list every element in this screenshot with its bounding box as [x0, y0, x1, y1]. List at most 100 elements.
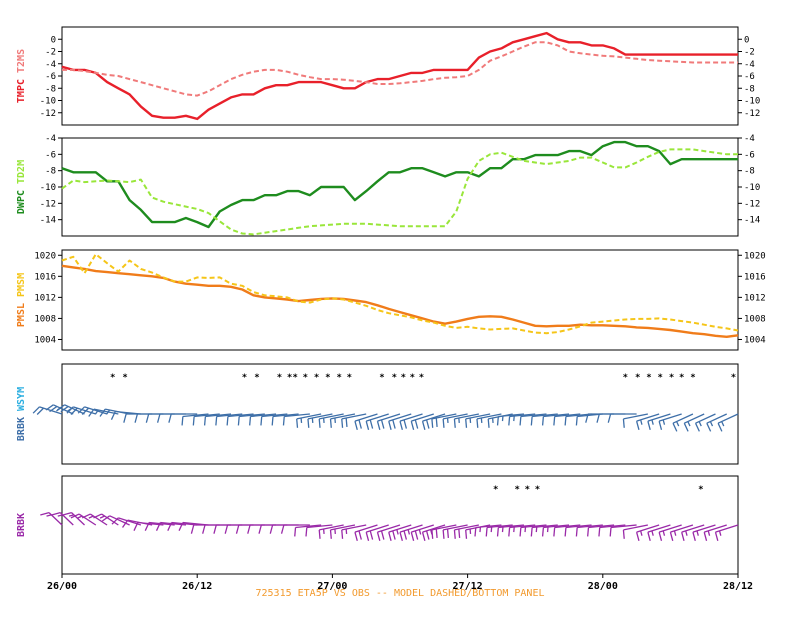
wind-barb-flag: [576, 416, 577, 425]
wind-barb-flag: [663, 531, 664, 536]
y-tick-label-right: -8: [744, 84, 755, 94]
wind-barb-flag: [400, 421, 402, 430]
wind-barb-shaft: [377, 414, 400, 421]
wind-barb-shaft: [389, 414, 412, 421]
wind-barb-flag: [411, 421, 413, 430]
wind-barb-flag: [637, 421, 639, 430]
wind-barb-flag: [588, 527, 589, 536]
wind-barb-flag: [415, 531, 417, 540]
y-tick-label-right: -2: [744, 48, 755, 58]
y-tick-label-right: -10: [744, 97, 760, 107]
wind-barb-flag: [699, 422, 701, 427]
wind-barb-flag: [427, 531, 429, 540]
y-tick-label-right: -12: [744, 199, 760, 209]
y-axis-label: BRBK: [16, 513, 27, 537]
y-tick-label-left: -10: [40, 97, 56, 107]
wind-barb-flag: [203, 525, 205, 534]
weather-symbol: *: [325, 373, 330, 383]
weather-symbol: *: [303, 373, 308, 383]
wind-barb-flag: [89, 516, 94, 518]
y-tick-label-right: -14: [744, 216, 760, 226]
wind-barb-shaft: [411, 414, 434, 421]
weather-symbol: *: [690, 373, 695, 383]
wind-barb-flag: [100, 516, 105, 518]
weather-symbol: *: [254, 373, 259, 383]
series-line-observed: [62, 142, 738, 227]
y-tick-label-right: -8: [744, 167, 755, 177]
y-tick-label-right: -4: [744, 60, 755, 70]
y-tick-label-left: -14: [40, 216, 56, 226]
wind-barb-flag: [259, 525, 261, 534]
wind-barb-flag: [225, 525, 227, 534]
weather-symbol: *: [336, 373, 341, 383]
wind-barb-flag: [308, 419, 309, 428]
wind-barb-flag: [637, 532, 639, 541]
wind-barb-flag: [443, 530, 444, 539]
wind-barb-flag: [419, 530, 420, 535]
y-tick-label-left: -10: [40, 183, 56, 193]
y-tick-label-left: 1008: [34, 314, 56, 324]
wind-barb-flag: [389, 532, 391, 541]
wind-barb-flag: [400, 532, 402, 541]
caption: 725315 ETA5P VS OBS -- MODEL DASHED/BOTT…: [0, 588, 800, 599]
wind-barb-flag: [393, 420, 395, 429]
wind-barb-shaft: [693, 525, 716, 532]
wind-barb-flag: [531, 416, 532, 425]
wind-barb-flag: [543, 416, 544, 425]
wind-barb-flag: [697, 531, 698, 536]
wind-barb-flag: [475, 527, 476, 536]
wind-barb-flag: [63, 513, 72, 515]
wind-barb-shaft: [670, 525, 693, 532]
weather-symbol: *: [535, 485, 540, 495]
y-tick-label-right: -4: [744, 134, 755, 144]
weather-symbol: *: [514, 485, 519, 495]
y-tick-label-left: 1016: [34, 272, 56, 282]
wind-barb-flag: [443, 419, 444, 428]
weather-symbol: *: [419, 373, 424, 383]
wind-barb-flag: [377, 532, 379, 541]
wind-barb-flag: [191, 525, 193, 534]
weather-symbol: *: [110, 373, 115, 383]
y-tick-label-left: -12: [40, 109, 56, 119]
wind-barb-flag: [648, 421, 650, 430]
y-axis-label: BRBK WSYM: [16, 387, 27, 441]
weather-symbol: *: [658, 373, 663, 383]
wind-barb-flag: [466, 530, 467, 539]
y-axis-label-part: T2MS: [16, 49, 27, 79]
wind-barb-flag: [377, 421, 379, 430]
wind-barb-shaft: [718, 414, 738, 423]
wind-barb-flag: [283, 416, 284, 425]
wind-barb-flag: [696, 423, 700, 431]
wind-barb-flag: [682, 532, 684, 541]
wind-barb-flag: [355, 421, 357, 430]
wind-barb-flag: [436, 529, 437, 538]
y-tick-label-right: 1012: [744, 293, 766, 303]
weather-symbol: *: [635, 373, 640, 383]
wind-barb-flag: [543, 527, 544, 536]
wind-barb-flag: [659, 532, 661, 541]
wind-barb-flag: [382, 420, 384, 429]
series-line-observed: [62, 266, 738, 337]
wind-barb-flag: [411, 532, 413, 541]
weather-symbol: *: [242, 373, 247, 383]
y-axis-label-part: PMSM: [16, 273, 27, 303]
wind-barb-flag: [52, 513, 61, 515]
wind-barb-flag: [520, 416, 521, 425]
wind-barb-flag: [319, 530, 320, 539]
y-tick-label-left: 1020: [34, 251, 56, 261]
y-tick-label-right: 0: [744, 35, 749, 45]
wind-barb-shaft: [696, 414, 716, 423]
y-tick-label-left: -4: [45, 134, 56, 144]
wind-barb-flag: [684, 423, 688, 431]
wind-barb-flag: [342, 419, 343, 428]
wind-barb-flag: [448, 529, 449, 538]
series-line-observed: [62, 33, 738, 119]
y-axis-label: TMPC T2MS: [16, 49, 27, 103]
wind-barb-flag: [459, 529, 460, 538]
weather-symbol: *: [392, 373, 397, 383]
y-tick-label-right: -6: [744, 150, 755, 160]
wind-barb-flag: [47, 515, 52, 516]
weather-symbol: *: [347, 373, 352, 383]
wind-barb-flag: [182, 416, 183, 425]
wind-barb-flag: [248, 525, 250, 534]
